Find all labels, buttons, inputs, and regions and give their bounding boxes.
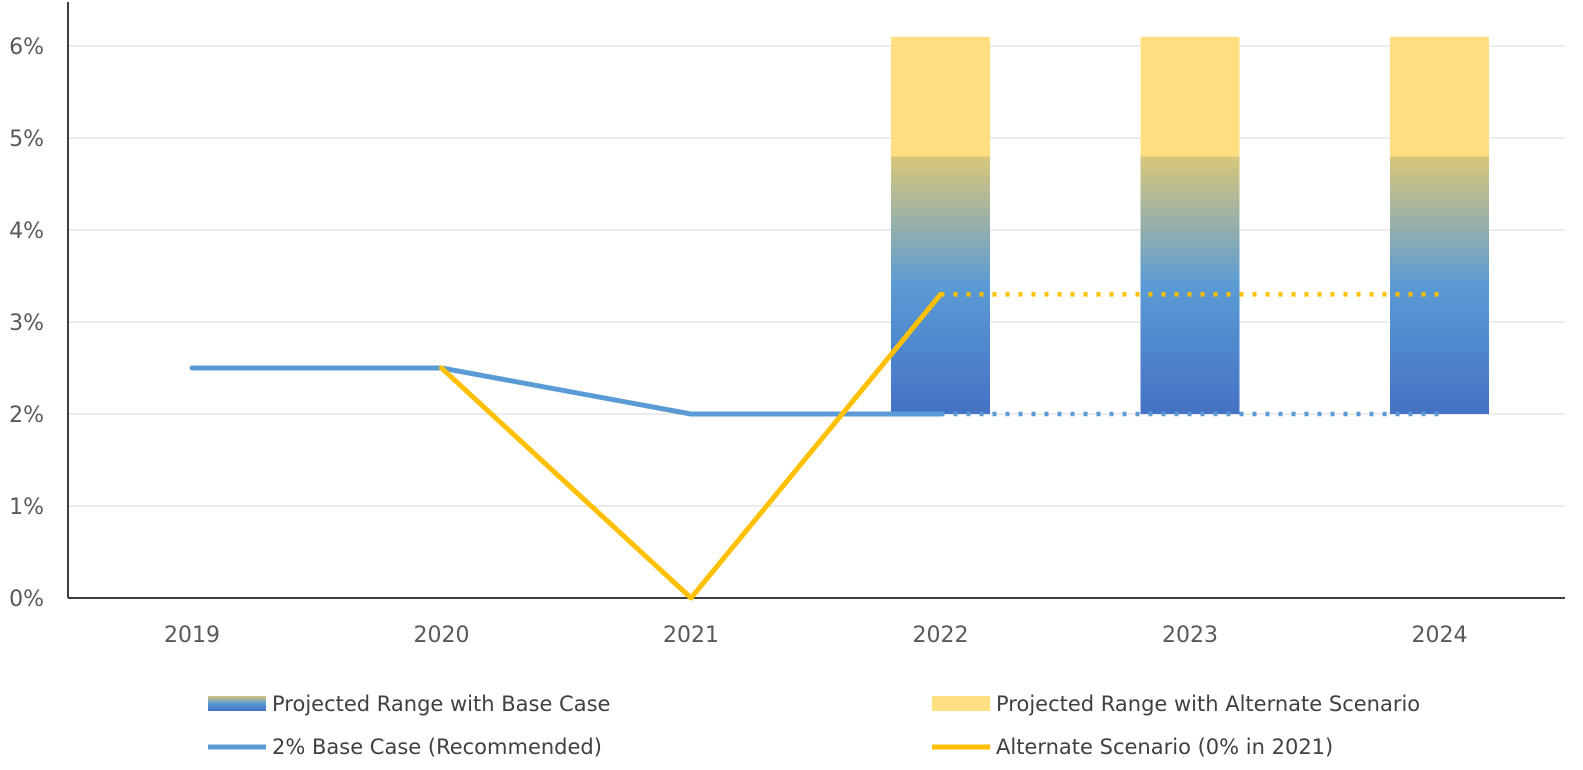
series-lines	[189, 291, 1440, 601]
legend-label: Projected Range with Base Case	[272, 692, 610, 716]
y-axis-tick-labels: 0% 1% 2% 3% 4% 5% 6%	[9, 35, 44, 612]
legend-item: Projected Range with Base Case	[208, 692, 610, 716]
gridlines	[68, 45, 1565, 507]
y-tick-label: 5%	[9, 127, 44, 152]
y-tick-label: 0%	[9, 587, 44, 612]
base-case-range-bar	[1390, 156, 1489, 414]
legend-swatch-solid	[932, 696, 990, 711]
base-case-line	[189, 365, 943, 417]
y-tick-label: 6%	[9, 35, 44, 60]
legend-label: Alternate Scenario (0% in 2021)	[996, 735, 1333, 759]
x-tick-label: 2019	[164, 623, 220, 648]
legend-item: Alternate Scenario (0% in 2021)	[932, 735, 1333, 759]
y-tick-label: 1%	[9, 495, 44, 520]
legend-item: Projected Range with Alternate Scenario	[932, 692, 1420, 716]
legend: Projected Range with Base Case Projected …	[208, 692, 1420, 759]
x-tick-label: 2023	[1162, 623, 1218, 648]
y-tick-label: 2%	[9, 403, 44, 428]
x-tick-label: 2024	[1412, 623, 1468, 648]
x-tick-label: 2021	[663, 623, 719, 648]
x-tick-label: 2022	[913, 623, 969, 648]
base-case-range-bar	[891, 156, 990, 414]
y-tick-label: 3%	[9, 311, 44, 336]
x-axis-tick-labels: 2019 2020 2021 2022 2023 2024	[164, 623, 1468, 648]
legend-swatch-gradient	[208, 696, 266, 711]
axes	[67, 2, 1565, 599]
legend-label: Projected Range with Alternate Scenario	[996, 692, 1420, 716]
legend-item: 2% Base Case (Recommended)	[208, 735, 602, 759]
projected-range-bars	[891, 36, 1489, 414]
legend-label: 2% Base Case (Recommended)	[272, 735, 602, 759]
alternate-scenario-line	[439, 291, 943, 601]
alternate-range-bar	[891, 36, 990, 157]
alternate-range-bar	[1140, 36, 1240, 157]
alternate-range-bar	[1390, 36, 1489, 157]
x-tick-label: 2020	[414, 623, 470, 648]
y-tick-label: 4%	[9, 219, 44, 244]
base-case-range-bar	[1140, 156, 1240, 414]
